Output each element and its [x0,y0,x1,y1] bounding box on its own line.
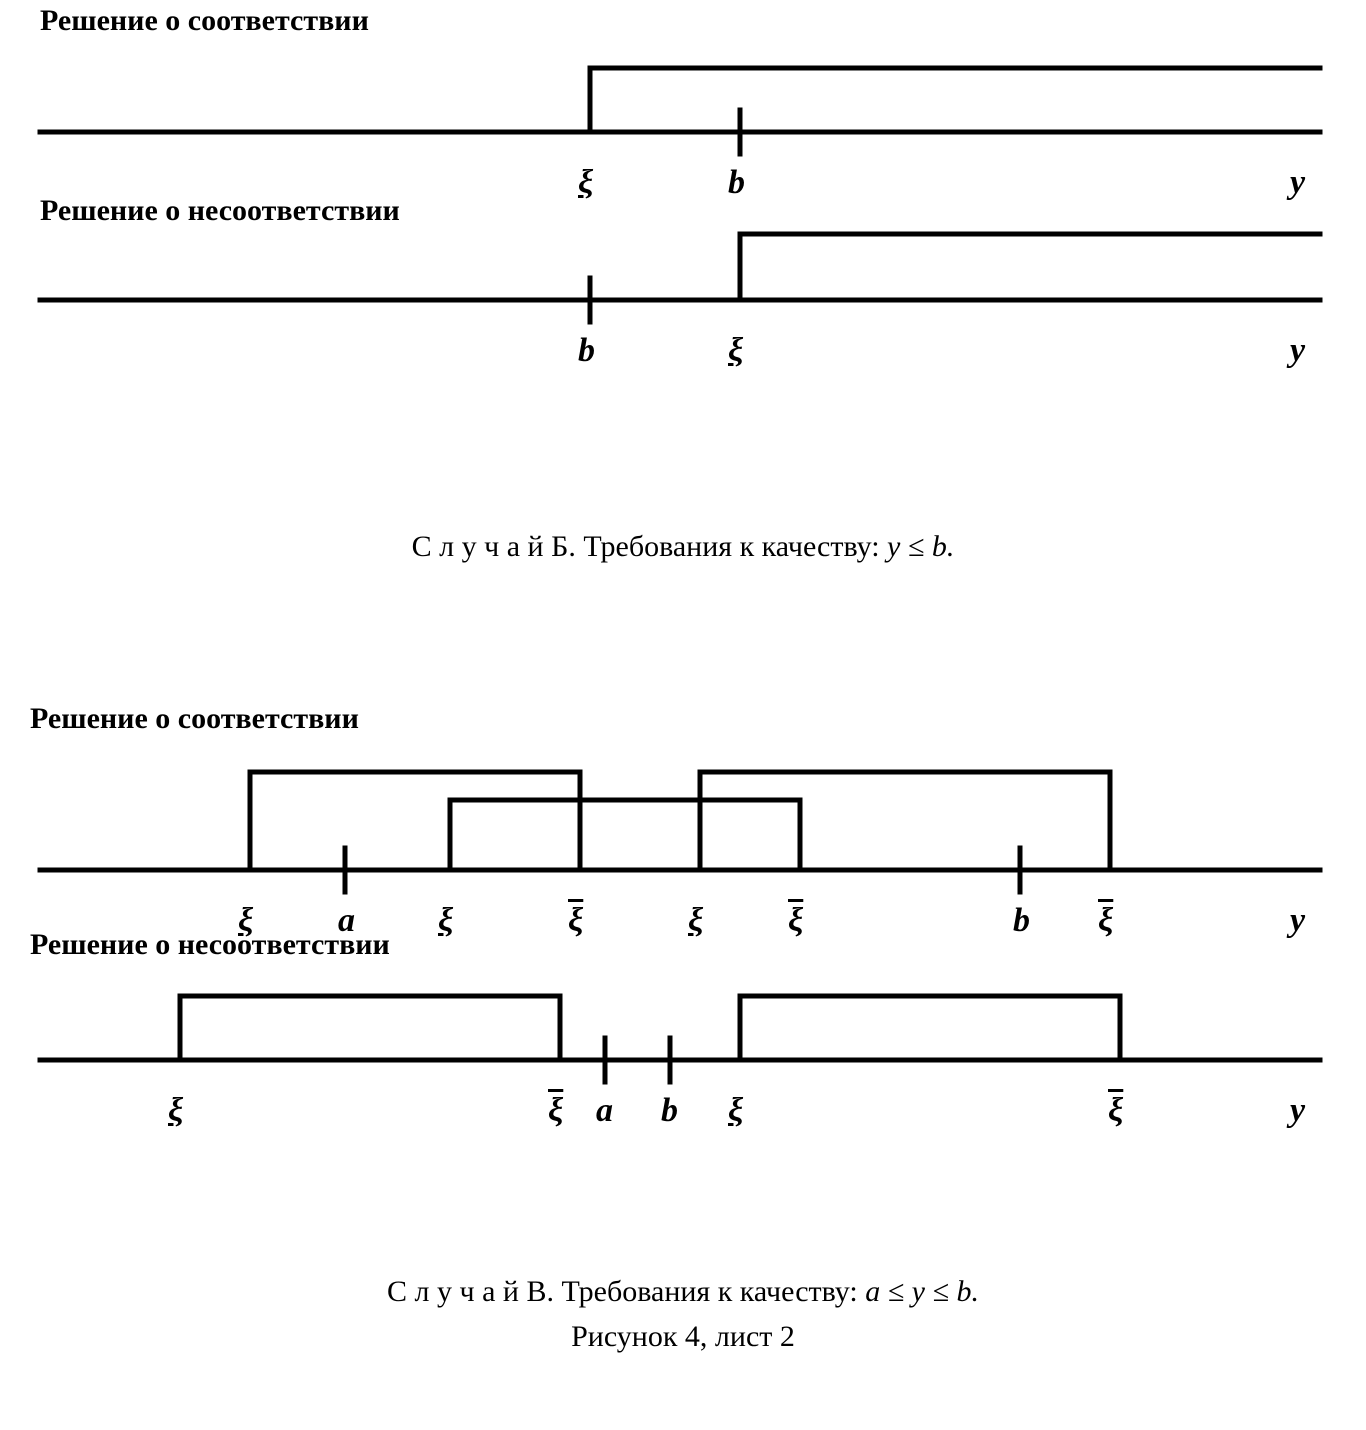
figure-caption: Рисунок 4, лист 2 [0,1320,1366,1354]
a-label: a [596,1092,613,1130]
y-label: y [1290,332,1305,370]
xi-under-label: ξ [168,1092,183,1130]
xi-over-label: ξ [1108,1092,1123,1130]
xi-over-label: ξ [548,1092,563,1130]
y-label: y [1290,902,1305,940]
caseB-title-conform: Решение о соответствии [40,4,369,38]
b-label: b [661,1092,678,1130]
caption-B: С л у ч а й Б. Требования к качеству: y … [0,530,1366,564]
a-label: a [338,902,355,940]
b-label: b [728,164,745,202]
xi-under-label: ξ [728,1092,743,1130]
xi-under-label: ξ [238,902,253,940]
xi-under-label: ξ [728,332,743,370]
b-label: b [1013,902,1030,940]
xi-under-label: ξ [578,164,593,202]
caseB-title-nonconform: Решение о несоответствии [40,194,400,228]
caption-B-expr: y ≤ b. [887,530,954,563]
y-label: y [1290,164,1305,202]
caption-C-prefix: С л у ч а й В. Требования к качеству: [387,1275,865,1308]
y-label: y [1290,1092,1305,1130]
caseC-title-conform: Решение о соответствии [30,702,359,736]
caseC-title-nonconform: Решение о несоответствии [30,928,390,962]
xi-under-label: ξ [438,902,453,940]
xi-over-label: ξ [568,902,583,940]
caption-B-prefix: С л у ч а й Б. Требования к качеству: [412,530,887,563]
page: Решение о соответствии Решение о несоотв… [0,0,1366,1430]
caption-C-expr: a ≤ y ≤ b. [865,1275,979,1308]
xi-under-label: ξ [688,902,703,940]
caption-C: С л у ч а й В. Требования к качеству: a … [0,1275,1366,1309]
b-label: b [578,332,595,370]
xi-over-label: ξ [788,902,803,940]
xi-over-label: ξ [1098,902,1113,940]
